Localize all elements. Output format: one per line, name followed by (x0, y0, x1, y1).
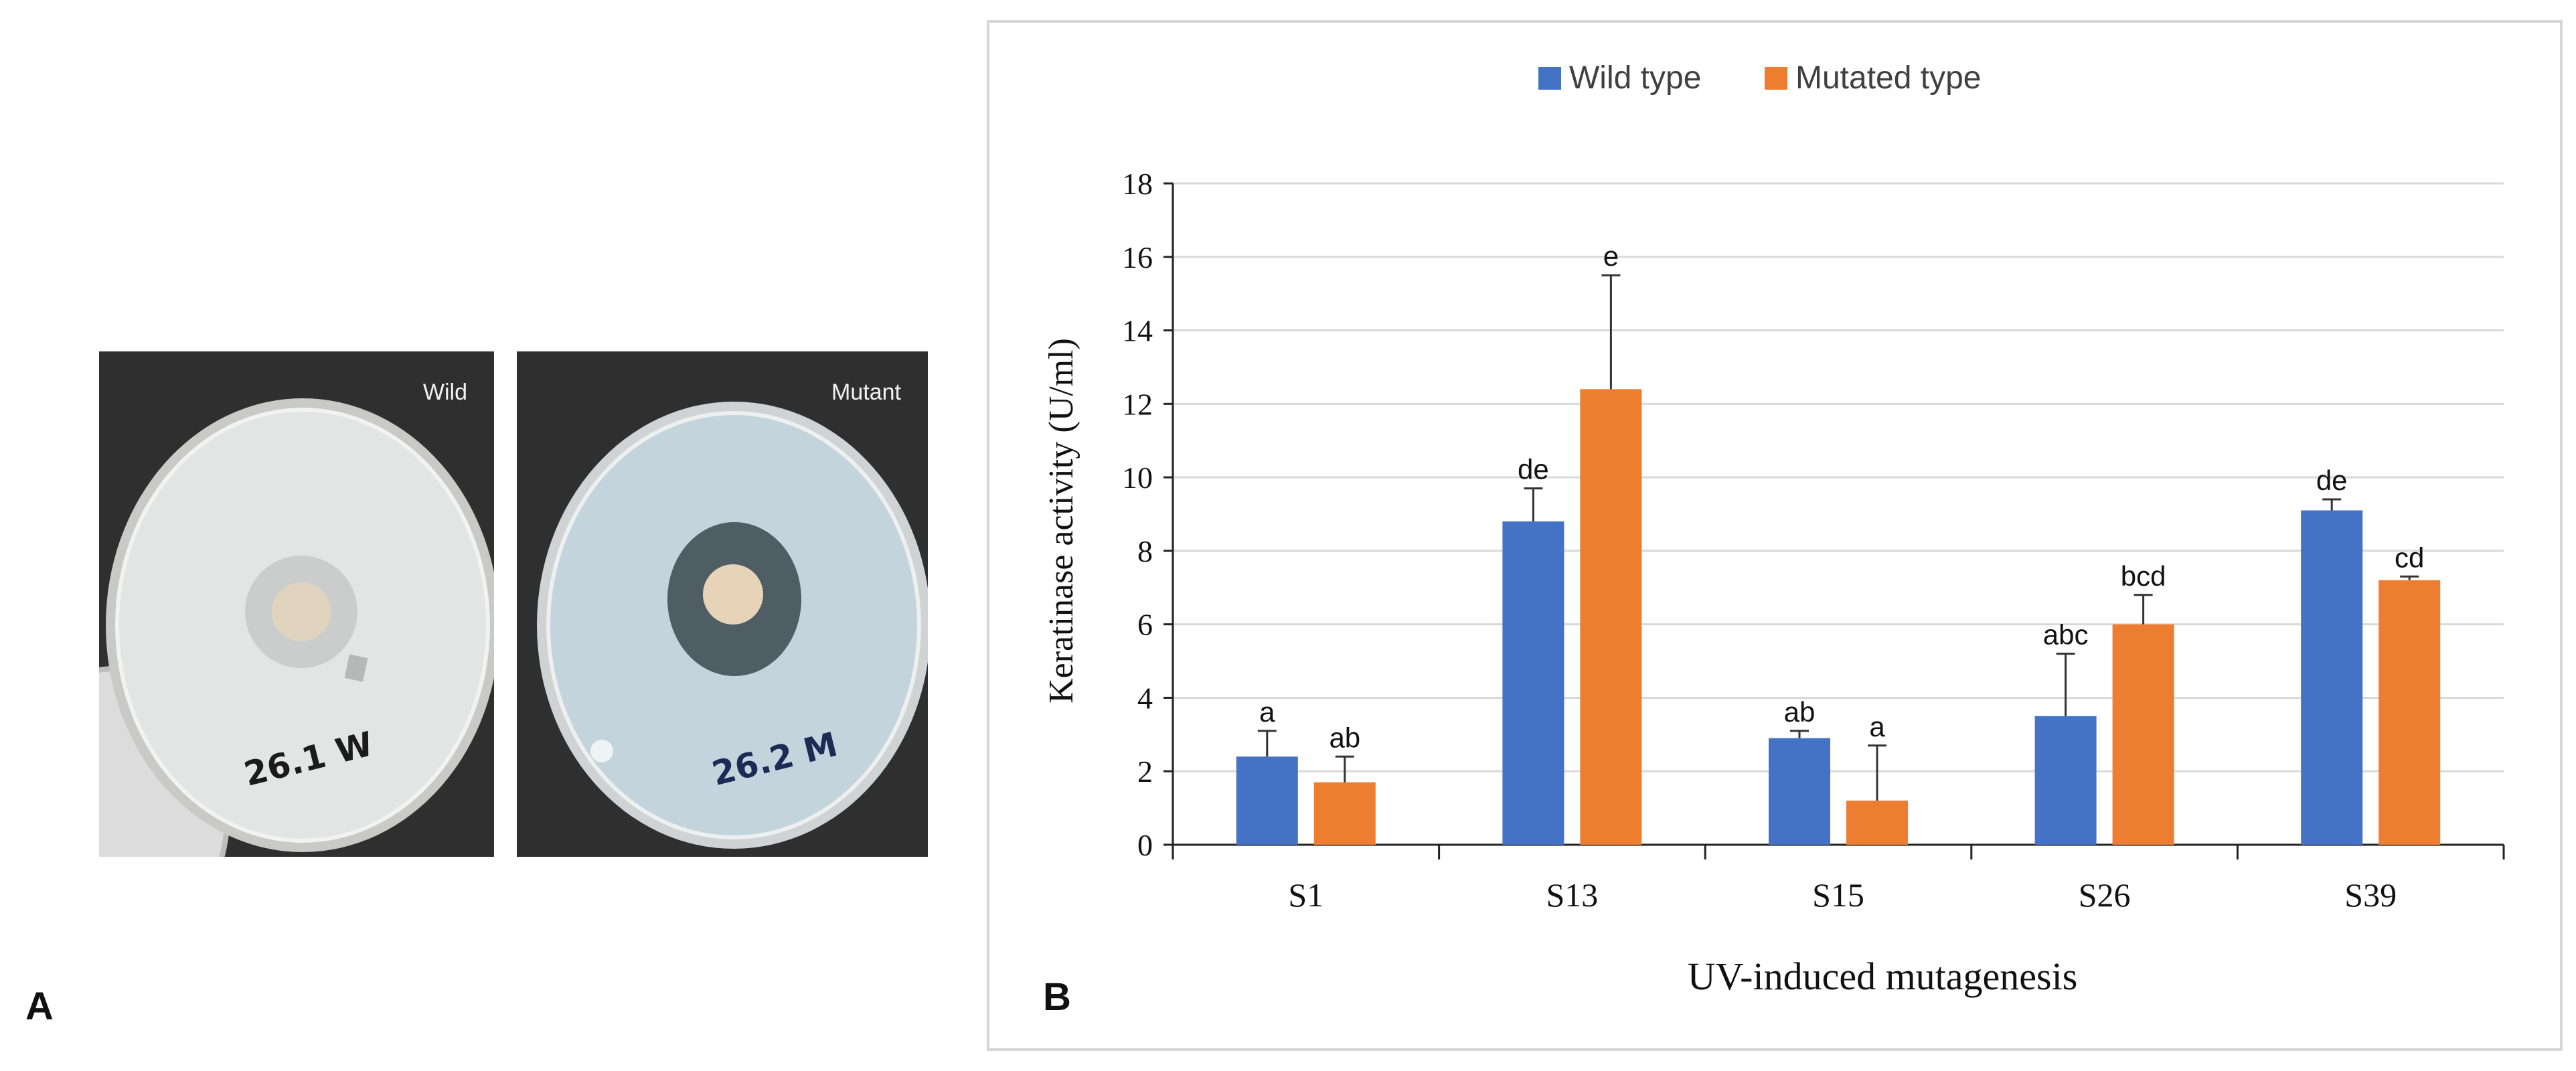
x-axis-title: UV-induced mutagenesis (1688, 955, 2078, 998)
y-tick-label: 4 (1137, 681, 1153, 715)
bar-S1-wild (1236, 756, 1298, 845)
legend: Wild type Mutated type (1538, 60, 1982, 96)
significance-letter: a (1259, 696, 1275, 728)
axes: 0 2 4 6 8 10 12 14 16 18 (1122, 167, 2505, 862)
y-tick-label: 2 (1137, 754, 1153, 789)
colony-disc (703, 564, 763, 625)
legend-swatch (1765, 67, 1787, 90)
significance-letter: bcd (2121, 560, 2166, 592)
wild-label: Wild (422, 380, 467, 405)
bar-S26-wild (2034, 716, 2097, 845)
bar-S1-mutated (1313, 782, 1376, 845)
significance-letter: de (1518, 454, 1549, 485)
wild-plate-photo: Wild 26.1 W (99, 351, 494, 857)
bar-S15-wild (1769, 738, 1830, 845)
significance-letter: ab (1784, 696, 1816, 728)
plate-spot (590, 740, 613, 762)
x-tick-label: S13 (1546, 876, 1598, 914)
panel-b-label: B (1043, 975, 1071, 1019)
bar-S39-mutated (2379, 580, 2441, 845)
significance-letter: de (2316, 465, 2348, 496)
y-axis-title: Keratinase activity (U/ml) (1042, 338, 1080, 704)
colony-disc (272, 582, 331, 641)
legend-label: Wild type (1569, 60, 1701, 96)
y-tick-label: 6 (1137, 608, 1153, 642)
y-tick-label: 16 (1122, 240, 1153, 274)
significance-letter: e (1603, 240, 1619, 272)
significance-letter: ab (1329, 722, 1360, 753)
x-tick-label: S39 (2344, 876, 2397, 914)
bar-S15-mutated (1846, 801, 1908, 845)
x-tick-label: S1 (1288, 876, 1323, 914)
significance-letter: abc (2043, 619, 2089, 651)
bar-S39-wild (2301, 510, 2363, 845)
significance-letter: a (1869, 711, 1885, 742)
y-tick-label: 0 (1137, 828, 1153, 862)
x-tick-label: S15 (1812, 876, 1864, 914)
x-tick-label: S26 (2079, 876, 2131, 914)
panel-a-label: A (25, 985, 54, 1028)
mutant-label: Mutant (831, 380, 901, 405)
chart-frame (987, 20, 2563, 1051)
legend-label: Mutated type (1795, 60, 1982, 96)
bar-S13-mutated (1580, 389, 1642, 845)
y-tick-label: 10 (1122, 461, 1153, 495)
bars (1236, 274, 2441, 845)
y-tick-label: 8 (1137, 534, 1153, 568)
significance-letter: cd (2395, 542, 2424, 573)
y-tick-label: 18 (1122, 167, 1153, 201)
legend-swatch (1538, 67, 1561, 90)
mutant-plate-photo: Mutant 26.2 M (517, 351, 928, 857)
y-tick-label: 14 (1122, 314, 1153, 348)
gridlines (1173, 182, 2504, 772)
bar-S13-wild (1502, 521, 1564, 845)
y-tick-label: 12 (1122, 387, 1153, 421)
bar-S26-mutated (2112, 624, 2174, 845)
